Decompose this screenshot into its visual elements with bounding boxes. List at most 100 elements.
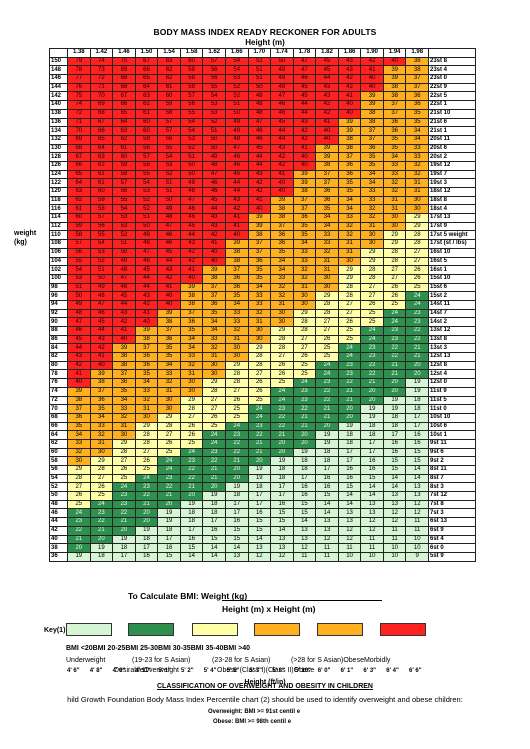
bmi-cell: 65 xyxy=(67,169,91,180)
bmi-cell: 29 xyxy=(337,265,362,275)
weight-kg-label: 84 xyxy=(49,343,68,354)
bmi-cell: 35 xyxy=(270,247,294,258)
bmi-cell: 31 xyxy=(112,421,136,432)
weight-row: 52 27 26 24 23 22 21 20 19 18 17 16 16 15 14 14 13 8st 3 xyxy=(49,482,476,493)
bmi-cell: 30 xyxy=(270,317,294,327)
bmi-cell: 56 xyxy=(157,134,181,145)
key-swatch-overweight xyxy=(192,623,238,636)
bmi-cell: 36 xyxy=(315,195,339,206)
bmi-cell: 20 xyxy=(360,386,384,397)
bmi-cell: 47 xyxy=(224,143,249,154)
bmi-cell: 21 xyxy=(382,369,407,380)
bmi-cell: 35 xyxy=(337,187,362,197)
weight-row: 66 35 33 31 29 28 26 25 24 23 22 21 20 19 18 18 17 10st 6 xyxy=(49,421,476,432)
bmi-cell: 21 xyxy=(360,378,384,388)
bmi-cell: 29 xyxy=(179,395,204,406)
bmi-cell: 29 xyxy=(224,360,249,371)
bmi-formula-denominator: Height (m) x Height (m) xyxy=(222,604,316,614)
bmi-cell: 14 xyxy=(337,499,362,510)
bmi-cell: 15 xyxy=(224,534,249,545)
bmi-cell: 30 xyxy=(382,213,407,223)
bmi-cell: 42 xyxy=(202,230,226,241)
bmi-cell: 26 xyxy=(405,273,429,284)
bmi-cell: 23 xyxy=(270,404,294,414)
weight-row: 144 76 71 68 64 61 58 55 52 50 48 45 43 42 40 38 37 22st … xyxy=(49,82,476,93)
bmi-cell: 34 xyxy=(382,152,407,162)
bmi-cell: 11 xyxy=(315,543,339,553)
bmi-cell: 77 xyxy=(67,74,91,84)
bmi-cell: 13 xyxy=(360,508,384,519)
bmi-cell: 26 xyxy=(202,412,226,423)
weight-kg-label: 46 xyxy=(49,508,68,519)
bmi-cell: 28 xyxy=(67,473,91,484)
bmi-cell: 32 xyxy=(134,395,159,406)
bmi-cell: 25 xyxy=(202,421,226,432)
weight-kg-label: 128 xyxy=(49,152,68,162)
bmi-cell: 40 xyxy=(67,378,91,388)
bmi-cell: 66 xyxy=(112,100,136,110)
bmi-cell: 21 xyxy=(202,465,226,475)
bmi-cell: 29 xyxy=(202,378,226,388)
bmi-cell: 47 xyxy=(179,195,204,206)
weight-row: 98 51 49 46 44 41 39 37 36 34 32 31 30 28 27 26 25 15st 6 xyxy=(49,282,476,293)
bmi-cell: 69 xyxy=(112,65,136,76)
bmi-cell: 19 xyxy=(315,430,339,440)
bmi-cell: 36 xyxy=(360,143,384,154)
bmi-cell: 52 xyxy=(247,56,272,67)
category-underweight: Underweight xyxy=(66,657,106,664)
bmi-formula-numerator: To Calculate BMI: Weight (kg) xyxy=(128,591,248,601)
bmi-cell: 27 xyxy=(202,395,226,406)
bmi-cell: 41 xyxy=(157,282,181,293)
bmi-cell: 36 xyxy=(112,378,136,388)
height-ftin-label: 5' 7" xyxy=(249,668,263,674)
bmi-cell: 32 xyxy=(337,230,362,241)
bmi-cell: 21 xyxy=(134,499,159,510)
weight-row: 86 45 43 40 38 36 34 33 31 30 28 27 26 25 24 23 22 13st 8 xyxy=(49,334,476,345)
bmi-cell: 28 xyxy=(360,265,384,275)
bmi-cell: 24 xyxy=(224,421,249,432)
weight-row: 80 42 40 38 36 34 32 30 29 28 26 25 24 23 22 21 20 12st 8 xyxy=(49,360,476,371)
bmi-cell: 18 xyxy=(134,534,159,545)
bmi-cell: 27 xyxy=(112,456,136,466)
bmi-cell: 12 xyxy=(315,534,339,545)
bmi-cell: 48 xyxy=(270,82,294,93)
bmi-cell: 46 xyxy=(89,308,114,319)
height-ftin-label: 4' 8" xyxy=(89,668,103,674)
bmi-cell: 55 xyxy=(157,143,181,154)
bmi-cell: 42 xyxy=(67,360,91,371)
weight-stone-label: 11st 0 xyxy=(428,404,476,414)
bmi-cell: 22 xyxy=(224,438,249,449)
bmi-cell: 44 xyxy=(89,326,114,336)
bmi-cell: 25 xyxy=(382,299,407,310)
bmi-cell: 51 xyxy=(67,282,91,293)
bmi-cell: 38 xyxy=(224,247,249,258)
bmi-cell: 20 xyxy=(337,412,362,423)
weight-stone-label: 16st 1 xyxy=(428,265,476,275)
bmi-cell: 30 xyxy=(112,430,136,440)
bmi-cell: 21 xyxy=(382,360,407,371)
bmi-cell: 14 xyxy=(224,543,249,553)
bmi-cell: 26 xyxy=(112,465,136,475)
bmi-cell: 20 xyxy=(67,543,91,553)
weight-kg-label: 70 xyxy=(49,404,68,414)
bmi-cell: 46 xyxy=(202,178,226,188)
bmi-cell: 15 xyxy=(270,517,294,527)
bmi-cell: 10 xyxy=(337,551,362,562)
bmi-cell: 50 xyxy=(112,247,136,258)
weight-stone-label: 14st 11 xyxy=(428,299,476,310)
bmi-cell: 26 xyxy=(224,395,249,406)
weight-row: 116 61 58 54 52 49 46 44 42 40 38 37 35 34 32 31 30 18st … xyxy=(49,204,476,215)
bmi-cell: 22 xyxy=(179,473,204,484)
bmi-cell: 37 xyxy=(112,369,136,380)
bmi-cell: 39 xyxy=(315,143,339,154)
bmi-cell: 24 xyxy=(292,378,317,388)
bmi-cell: 28 xyxy=(112,447,136,458)
height-ftin-label: 4' 9" xyxy=(112,668,126,674)
bmi-cell: 15 xyxy=(292,499,317,510)
bmi-cell: 37 xyxy=(360,126,384,136)
bmi-cell: 12 xyxy=(405,499,429,510)
weight-kg-label: 56 xyxy=(49,465,68,475)
bmi-cell: 52 xyxy=(134,195,159,206)
bmi-cell: 16 xyxy=(405,438,429,449)
bmi-cell: 57 xyxy=(67,239,91,249)
